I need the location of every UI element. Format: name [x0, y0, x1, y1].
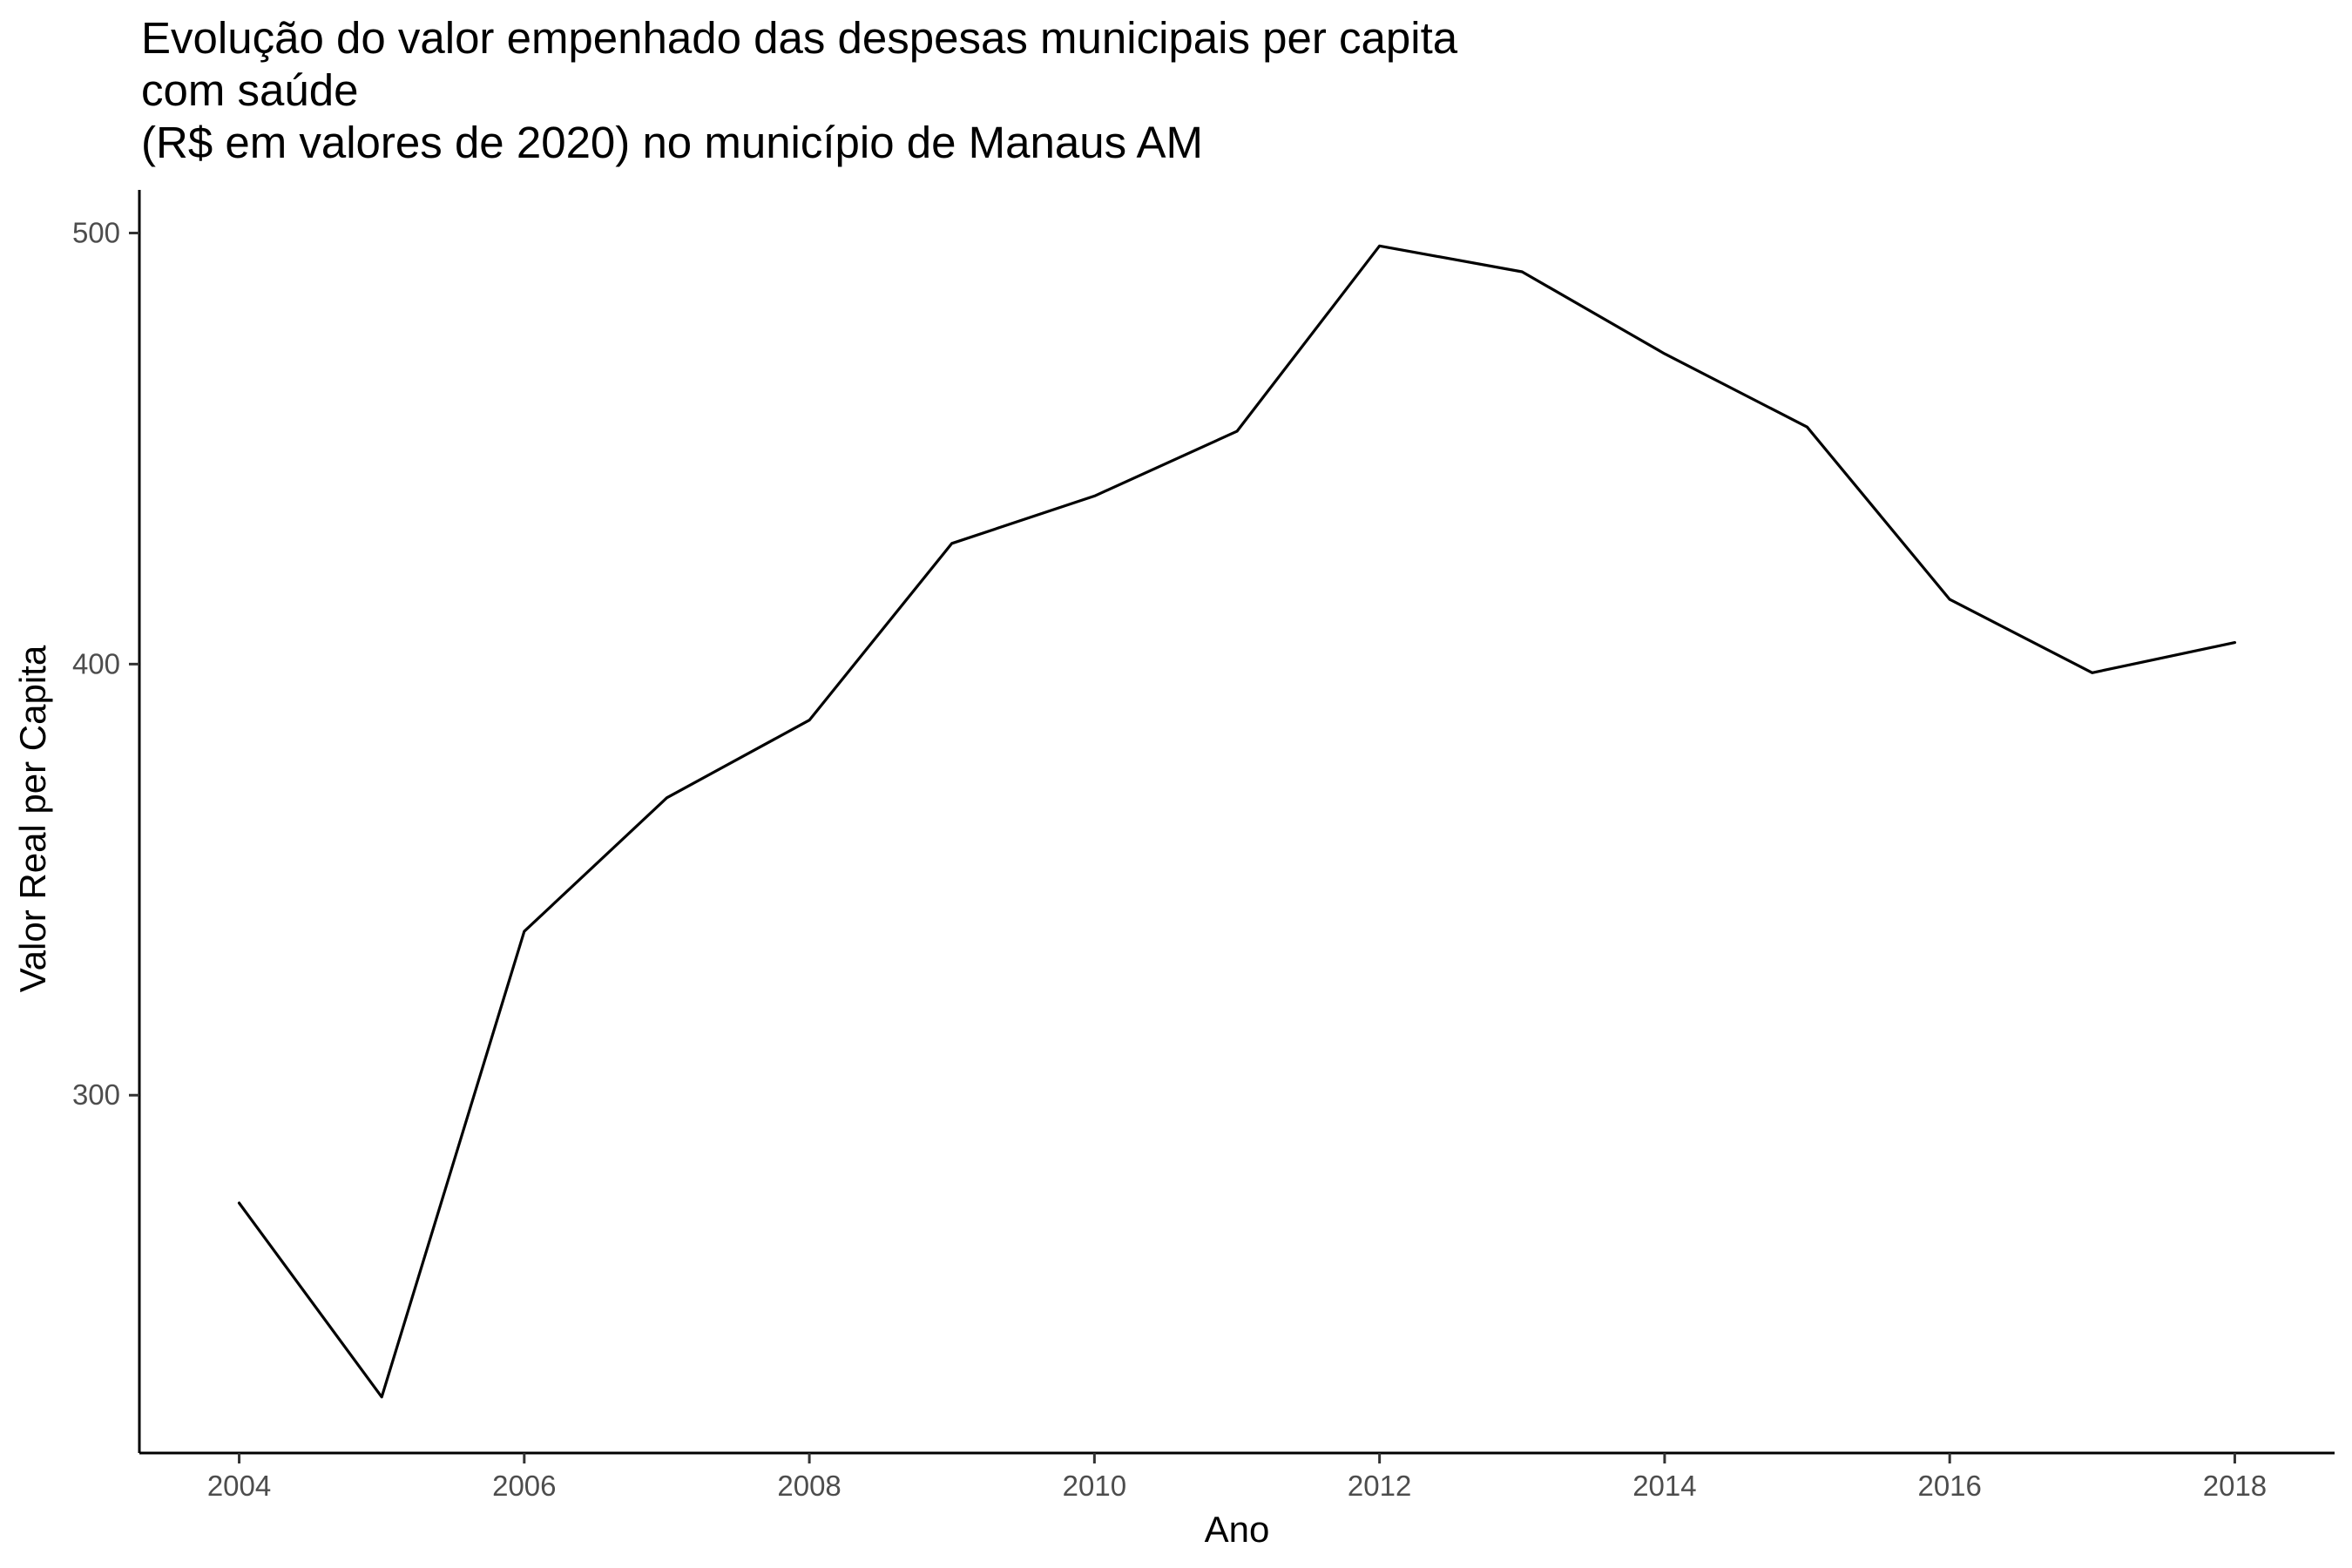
x-tick-label: 2016 — [1917, 1470, 1981, 1502]
series-line — [237, 244, 2237, 1399]
data-point — [1378, 244, 1382, 247]
y-tick-label: 500 — [72, 216, 120, 248]
data-point — [666, 796, 669, 800]
data-point — [1092, 494, 1096, 497]
x-tick-label: 2014 — [1632, 1470, 1696, 1502]
plot-area: 300 400 500 2004 2006 2008 2010 2012 2014 2016 201… — [72, 190, 2335, 1502]
data-point — [808, 719, 811, 722]
x-tick-label: 2006 — [492, 1470, 556, 1502]
chart-title-line-2: com saúde — [141, 65, 359, 115]
x-tick-label: 2008 — [777, 1470, 841, 1502]
chart-title-line-3: (R$ em valores de 2020) no município de … — [141, 118, 1203, 167]
x-tick-label: 2010 — [1063, 1470, 1126, 1502]
chart-title: Evolução do valor empenhado das despesas… — [141, 12, 1457, 169]
data-point — [380, 1396, 383, 1399]
x-tick-label: 2018 — [2203, 1470, 2267, 1502]
chart-title-line-1: Evolução do valor empenhado das despesas… — [141, 13, 1458, 63]
data-point — [1235, 429, 1239, 433]
x-axis-title: Ano — [1205, 1509, 1270, 1550]
data-point — [950, 542, 954, 545]
data-point — [1806, 425, 1809, 429]
y-tick-label: 400 — [72, 647, 120, 679]
data-point — [1948, 598, 1951, 601]
data-point — [1520, 270, 1524, 274]
data-point — [2234, 641, 2237, 645]
x-tick-label: 2012 — [1348, 1470, 1411, 1502]
y-tick-label: 300 — [72, 1078, 120, 1111]
data-point — [238, 1201, 241, 1205]
data-point — [2091, 671, 2094, 674]
data-point — [523, 929, 526, 933]
y-axis-title: Valor Real per Capita — [12, 645, 53, 992]
data-point — [1663, 352, 1666, 355]
x-tick-label: 2004 — [207, 1470, 271, 1502]
